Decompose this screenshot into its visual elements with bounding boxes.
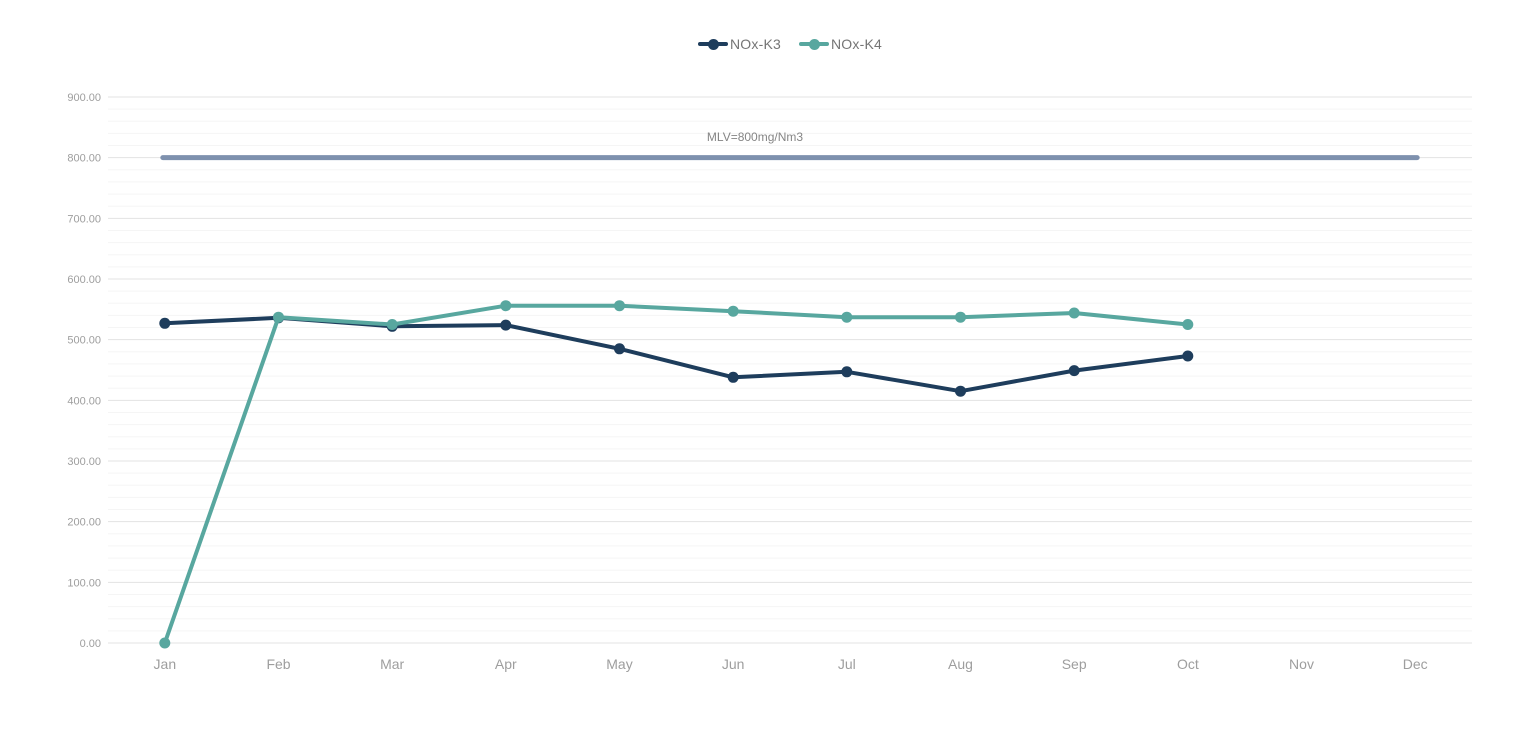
y-tick-label: 600.00	[67, 274, 101, 286]
nox-k4-point-aug[interactable]	[955, 311, 966, 323]
nox-k4-line	[162, 303, 1190, 645]
x-tick-label-sep: Sep	[1062, 656, 1087, 672]
x-tick-label-mar: Mar	[380, 656, 404, 672]
nox-k3-point-sep[interactable]	[1068, 365, 1080, 377]
nox-k3-point-jun[interactable]	[727, 371, 739, 383]
x-tick-label-apr: Apr	[495, 656, 517, 672]
y-tick-label: 100.00	[67, 577, 101, 589]
x-tick-label-nov: Nov	[1289, 656, 1314, 672]
chart-legend: NOx-K3 NOx-K4	[108, 36, 1472, 52]
gridlines	[108, 96, 1472, 644]
nox-k4-point-sep[interactable]	[1068, 307, 1080, 319]
y-tick-label: 200.00	[67, 517, 101, 529]
nox-k3-series-marker-icon	[698, 38, 728, 50]
legend-item-nox-k4: NOx-K4	[799, 36, 882, 52]
y-axis-labels: 0.00 100.00 200.00 300.00 400.00 500.00 600.00…	[67, 92, 101, 650]
x-axis-labels: Jan Feb Mar Apr May Jun Jul Aug Sep Oct Nov Dec	[154, 656, 1428, 672]
nox-k3-point-jan[interactable]	[159, 317, 171, 329]
y-tick-label: 500.00	[67, 335, 101, 347]
y-tick-label: 700.00	[67, 213, 101, 225]
y-tick-label: 400.00	[67, 395, 101, 407]
y-tick-label: 300.00	[67, 456, 101, 468]
x-tick-label-jun: Jun	[722, 656, 745, 672]
x-tick-label-may: May	[606, 656, 632, 672]
nox-k4-point-feb[interactable]	[273, 311, 284, 323]
y-tick-label: 800.00	[67, 153, 101, 165]
x-tick-label-aug: Aug	[948, 656, 973, 672]
nox-k4-point-may[interactable]	[614, 300, 625, 312]
legend-label-nox-k4: NOx-K4	[831, 36, 882, 52]
series-nox-k4	[159, 300, 1194, 649]
nox-k4-point-jun[interactable]	[727, 305, 739, 317]
x-tick-label-oct: Oct	[1177, 656, 1199, 672]
y-tick-label: 900.00	[67, 92, 101, 104]
x-tick-label-jan: Jan	[154, 656, 177, 672]
nox-k4-point-jul[interactable]	[841, 311, 853, 323]
legend-label-nox-k3: NOx-K3	[730, 36, 781, 52]
nox-k4-point-apr[interactable]	[500, 300, 512, 312]
nox-k3-line	[162, 315, 1190, 394]
series-nox-k3	[159, 312, 1194, 397]
nox-k4-series-marker-icon	[799, 38, 829, 50]
nox-k3-point-aug[interactable]	[955, 385, 966, 397]
legend-item-nox-k3: NOx-K3	[698, 36, 781, 52]
nox-k3-point-apr[interactable]	[500, 319, 512, 331]
x-tick-label-jul: Jul	[838, 656, 856, 672]
nox-k4-point-jan[interactable]	[159, 637, 171, 649]
nox-k4-point-mar[interactable]	[386, 319, 398, 330]
nox-k3-point-oct[interactable]	[1182, 350, 1194, 362]
x-tick-label-dec: Dec	[1403, 656, 1428, 672]
nox-k3-point-may[interactable]	[614, 343, 625, 355]
y-tick-label: 0.00	[80, 638, 101, 650]
x-tick-label-feb: Feb	[266, 656, 290, 672]
nox-k3-point-jul[interactable]	[841, 366, 853, 378]
nox-k4-point-oct[interactable]	[1182, 319, 1194, 330]
